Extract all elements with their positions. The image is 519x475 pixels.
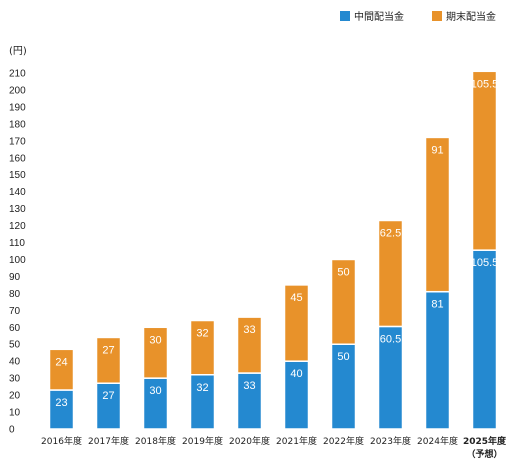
y-tick-label: 40 <box>9 357 21 368</box>
data-label-interim: 27 <box>102 390 114 402</box>
bar-interim <box>283 360 310 430</box>
x-tick-note: （予想） <box>466 448 502 460</box>
data-label-yearend: 45 <box>290 292 302 304</box>
y-axis-ticks: 0 10 20 30 40 50 60 70 80 90 100 110 120 130 140 150 160… <box>9 69 26 436</box>
y-tick-label: 30 <box>9 374 21 385</box>
x-tick-label: 2019年度 <box>182 435 223 447</box>
data-label-interim: 40 <box>290 368 302 380</box>
bar-yearend <box>236 316 263 374</box>
x-tick-label: 2022年度 <box>323 435 364 447</box>
legend-swatch-interim <box>340 11 350 21</box>
data-label-interim: 23 <box>55 397 67 409</box>
data-label-interim: 81 <box>431 299 443 311</box>
bar-interim <box>95 382 122 430</box>
bar-yearend <box>471 70 498 251</box>
bar-interim <box>471 249 498 430</box>
y-tick-label: 100 <box>9 255 26 266</box>
bar-interim <box>424 290 451 430</box>
bars: 23 24 27 27 30 30 32 32 33 33 40 45 50 50 60.5 62.5 81 91… <box>48 70 499 430</box>
legend: 中間配当金 期末配当金 <box>340 10 496 23</box>
y-tick-label: 130 <box>9 204 26 215</box>
x-tick-label: 2020年度 <box>229 435 270 447</box>
y-tick-label: 120 <box>9 221 26 232</box>
data-label-yearend: 91 <box>431 144 443 156</box>
data-label-interim: 60.5 <box>380 333 401 345</box>
bar-yearend <box>142 326 169 379</box>
data-label-yearend: 105.5 <box>471 78 499 90</box>
bar-interim <box>330 343 357 430</box>
data-label-interim: 33 <box>243 380 255 392</box>
y-axis-unit: (円) <box>9 46 27 57</box>
y-tick-label: 150 <box>9 170 26 181</box>
y-tick-label: 200 <box>9 85 26 96</box>
x-axis-labels: 2016年度 2017年度 2018年度 2019年度 2020年度 2021年度 2022… <box>41 435 507 460</box>
bar-yearend <box>189 319 216 376</box>
y-tick-label: 170 <box>9 136 26 147</box>
x-tick-label: 2021年度 <box>276 435 317 447</box>
x-tick-label: 2018年度 <box>135 435 176 447</box>
y-tick-label: 210 <box>9 69 26 80</box>
data-label-interim: 50 <box>337 351 349 363</box>
y-tick-label: 10 <box>9 408 21 419</box>
y-tick-label: 0 <box>9 425 15 436</box>
y-tick-label: 160 <box>9 153 26 164</box>
data-label-yearend: 33 <box>243 324 255 336</box>
y-tick-label: 70 <box>9 306 21 317</box>
data-label-yearend: 50 <box>337 266 349 278</box>
bar-interim <box>236 372 263 430</box>
x-tick-label: 2025年度 <box>463 435 507 447</box>
y-tick-label: 20 <box>9 391 21 402</box>
x-tick-label: 2023年度 <box>370 435 411 447</box>
data-label-yearend: 24 <box>55 356 67 368</box>
y-tick-label: 80 <box>9 289 21 300</box>
bar-yearend <box>283 284 310 362</box>
legend-swatch-yearend <box>432 11 442 21</box>
data-label-yearend: 32 <box>196 328 208 340</box>
y-tick-label: 50 <box>9 340 21 351</box>
x-tick-label: 2024年度 <box>417 435 458 447</box>
data-label-yearend: 30 <box>149 334 161 346</box>
y-tick-label: 110 <box>9 238 25 249</box>
x-tick-label: 2016年度 <box>41 435 82 447</box>
bar-interim <box>189 374 216 430</box>
data-label-yearend: 62.5 <box>380 227 401 239</box>
bar-interim <box>142 377 169 430</box>
bar-yearend <box>95 336 122 384</box>
bar-yearend <box>424 136 451 293</box>
y-tick-label: 60 <box>9 323 21 334</box>
bar-yearend <box>48 348 75 391</box>
data-label-interim: 105.5 <box>471 257 499 269</box>
legend-label-interim: 中間配当金 <box>354 10 404 23</box>
bar-yearend <box>377 219 404 328</box>
data-label-interim: 30 <box>149 385 161 397</box>
x-tick-label: 2017年度 <box>88 435 129 447</box>
y-tick-label: 180 <box>9 119 26 130</box>
y-tick-label: 90 <box>9 272 21 283</box>
data-label-yearend: 27 <box>102 344 114 356</box>
data-label-interim: 32 <box>196 382 208 394</box>
legend-label-yearend: 期末配当金 <box>446 10 496 23</box>
y-tick-label: 190 <box>9 102 26 113</box>
bar-interim <box>48 389 75 430</box>
y-tick-label: 140 <box>9 187 26 198</box>
bar-yearend <box>330 258 357 345</box>
